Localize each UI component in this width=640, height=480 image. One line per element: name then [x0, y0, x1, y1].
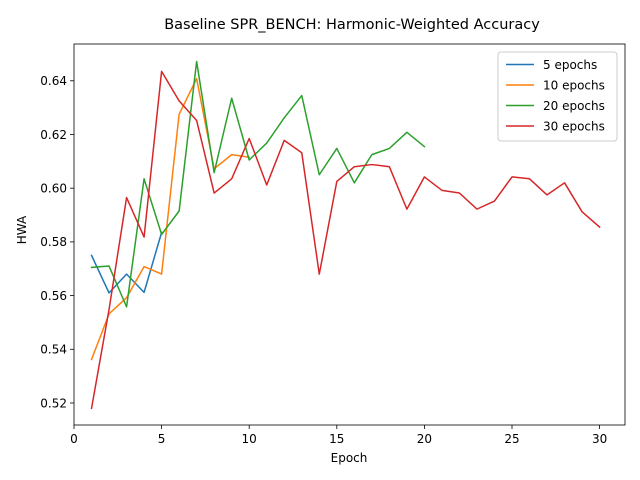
x-tick-label: 15 — [329, 432, 344, 446]
data-point — [476, 208, 478, 210]
x-tick-label: 5 — [158, 432, 166, 446]
data-point — [458, 192, 460, 194]
x-tick-label: 20 — [417, 432, 432, 446]
data-point — [125, 196, 127, 198]
y-tick-label: 0.64 — [40, 74, 67, 88]
data-point — [178, 113, 180, 115]
data-point — [581, 211, 583, 213]
data-point — [301, 152, 303, 154]
series-line-2 — [90, 77, 251, 361]
data-point — [318, 174, 320, 176]
data-point — [108, 265, 110, 267]
data-point — [90, 358, 92, 360]
data-point — [423, 176, 425, 178]
series-line-3 — [90, 60, 426, 308]
data-point — [160, 70, 162, 72]
legend-label: 30 epochs — [543, 119, 605, 133]
axes-frame — [73, 43, 626, 426]
legend-label: 5 epochs — [543, 58, 597, 72]
data-point — [353, 166, 355, 168]
data-point — [388, 166, 390, 168]
data-point — [90, 407, 92, 409]
data-point — [406, 208, 408, 210]
data-point — [423, 145, 425, 147]
data-point — [336, 180, 338, 182]
legend: 5 epochs 10 epochs 20 epochs 30 epochs — [497, 51, 618, 142]
x-tick-label: 10 — [242, 432, 257, 446]
data-point — [266, 142, 268, 144]
y-tick-label: 0.56 — [40, 289, 67, 303]
data-point — [388, 147, 390, 149]
data-point — [143, 236, 145, 238]
y-axis: 0.52 0.54 0.56 0.58 0.60 0.62 0.64 — [40, 74, 74, 410]
data-point — [178, 210, 180, 212]
data-point — [371, 163, 373, 165]
data-point — [301, 94, 303, 96]
data-point — [178, 100, 180, 102]
data-point — [143, 178, 145, 180]
data-point — [125, 306, 127, 308]
data-point — [230, 178, 232, 180]
data-point — [353, 182, 355, 184]
data-point — [406, 131, 408, 133]
data-point — [90, 254, 92, 256]
data-point — [160, 233, 162, 235]
data-point — [195, 60, 197, 62]
legend-label: 10 epochs — [543, 78, 605, 92]
y-axis-label: HWA — [15, 215, 29, 244]
y-tick-label: 0.54 — [40, 343, 67, 357]
data-point — [108, 292, 110, 294]
x-tick-label: 0 — [70, 432, 78, 446]
data-point — [143, 291, 145, 293]
data-point — [266, 184, 268, 186]
y-tick-label: 0.52 — [40, 396, 67, 410]
data-point — [563, 182, 565, 184]
series-line-4 — [90, 70, 601, 410]
x-axis: 0 5 10 15 20 25 30 — [70, 425, 607, 446]
legend-box — [497, 51, 618, 142]
data-point — [213, 192, 215, 194]
data-point — [230, 153, 232, 155]
data-point — [108, 308, 110, 310]
data-point — [248, 137, 250, 139]
data-point — [493, 200, 495, 202]
series-line-1 — [90, 231, 163, 294]
y-tick-label: 0.62 — [40, 128, 67, 142]
plot-area — [90, 60, 601, 410]
data-point — [160, 273, 162, 275]
x-axis-label: Epoch — [331, 451, 368, 465]
data-point — [283, 139, 285, 141]
legend-label: 20 epochs — [543, 99, 605, 113]
y-tick-label: 0.58 — [40, 235, 67, 249]
data-point — [336, 147, 338, 149]
x-tick-label: 30 — [592, 432, 607, 446]
data-point — [441, 189, 443, 191]
y-tick-label: 0.60 — [40, 181, 67, 195]
data-point — [546, 194, 548, 196]
chart-title: Baseline SPR_BENCH: Harmonic-Weighted Ac… — [164, 17, 540, 33]
data-point — [125, 273, 127, 275]
data-point — [195, 119, 197, 121]
data-point — [598, 226, 600, 228]
data-point — [283, 117, 285, 119]
data-point — [230, 97, 232, 99]
data-point — [213, 171, 215, 173]
data-point — [248, 159, 250, 161]
data-point — [143, 265, 145, 267]
data-point — [90, 266, 92, 268]
data-point — [371, 153, 373, 155]
data-point — [511, 176, 513, 178]
x-tick-label: 25 — [504, 432, 519, 446]
data-point — [318, 273, 320, 275]
data-point — [195, 77, 197, 79]
data-point — [528, 178, 530, 180]
